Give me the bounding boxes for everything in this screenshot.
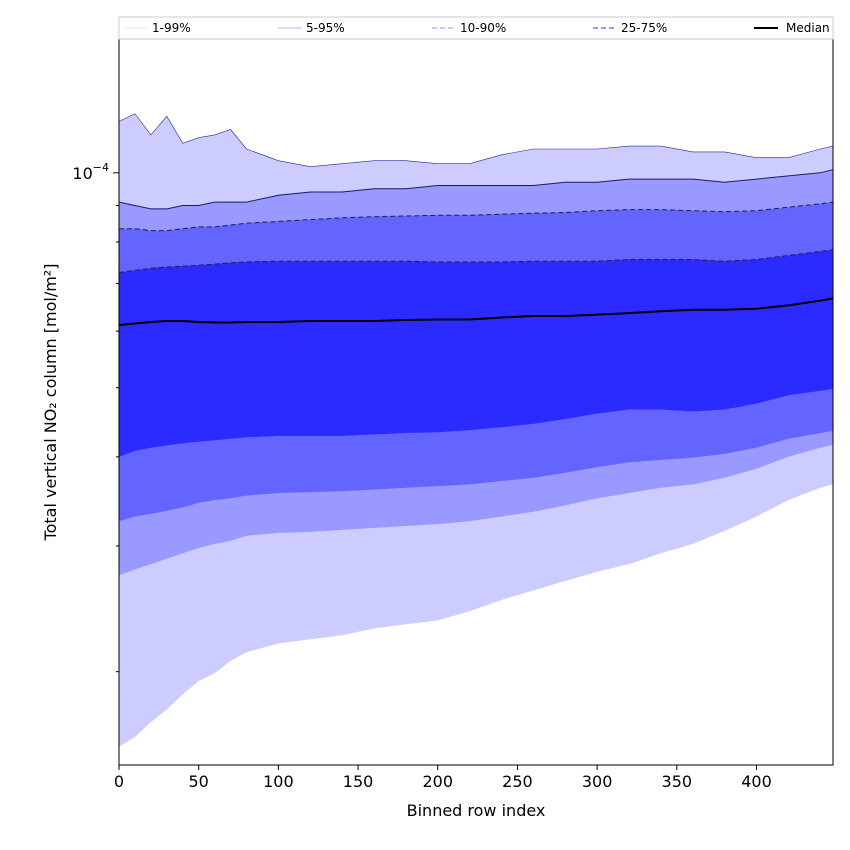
y-axis-title: Total vertical NO₂ column [mol/m²] bbox=[41, 264, 60, 542]
x-tick-label: 100 bbox=[263, 772, 294, 791]
x-axis: 0 50 100 150 200 250 300 350 400 bbox=[114, 765, 772, 791]
x-axis-title: Binned row index bbox=[407, 801, 546, 820]
band-upper-edge-10-90pct bbox=[119, 201, 834, 232]
y-axis: 10−4 bbox=[72, 161, 119, 673]
band-upper-edge-25-75pct bbox=[118, 249, 834, 273]
x-tick-label: 0 bbox=[114, 772, 124, 791]
median-line bbox=[118, 297, 834, 326]
x-tick-label: 50 bbox=[189, 772, 209, 791]
legend-label: 25-75% bbox=[621, 21, 667, 35]
legend-label: Median bbox=[786, 21, 830, 35]
x-tick-label: 200 bbox=[422, 772, 453, 791]
legend-label: 5-95% bbox=[306, 21, 345, 35]
band-upper-edge-5-95pct bbox=[118, 169, 834, 210]
x-tick-label: 150 bbox=[343, 772, 374, 791]
bands-layer bbox=[118, 113, 834, 747]
median-layer bbox=[118, 297, 834, 326]
legend: 1-99% 5-95% 10-90% 25-75% Median bbox=[118, 16, 834, 40]
legend-label: 1-99% bbox=[152, 21, 191, 35]
y-tick-label: 10−4 bbox=[72, 161, 109, 183]
x-tick-label: 250 bbox=[502, 772, 533, 791]
legend-label: 10-90% bbox=[460, 21, 506, 35]
x-tick-label: 300 bbox=[582, 772, 613, 791]
band-upper-edge-1-99pct bbox=[118, 113, 834, 168]
x-tick-label: 400 bbox=[741, 772, 772, 791]
legend-frame bbox=[118, 16, 834, 40]
x-tick-label: 350 bbox=[662, 772, 693, 791]
band-25-75pct bbox=[119, 249, 833, 457]
